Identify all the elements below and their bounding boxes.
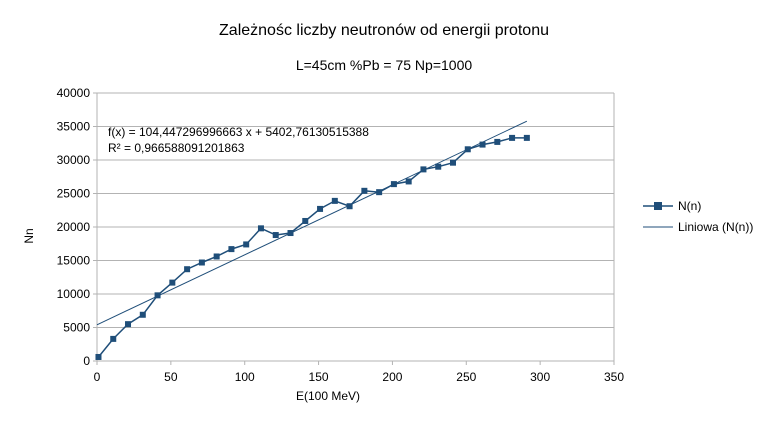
legend-series-label: N(n) — [678, 199, 701, 213]
y-tick-label: 40000 — [57, 86, 91, 100]
data-point — [420, 166, 427, 173]
y-tick-label: 0 — [83, 354, 90, 368]
data-point — [494, 138, 501, 145]
data-point — [449, 159, 456, 166]
data-point — [243, 241, 250, 248]
data-point — [154, 292, 161, 299]
legend-trendline-label: Liniowa (N(n)) — [678, 220, 753, 234]
y-tick-label: 30000 — [57, 153, 91, 167]
grid-lines — [97, 92, 614, 362]
data-point — [287, 230, 294, 237]
legend: N(n) Liniowa (N(n)) — [643, 199, 753, 234]
data-point — [435, 163, 442, 170]
x-axis-label: E(100 MeV) — [296, 389, 360, 403]
x-tick-label: 350 — [604, 370, 624, 384]
y-tick-label: 5000 — [63, 321, 90, 335]
data-point — [198, 259, 205, 266]
data-point — [169, 279, 176, 286]
x-tick-label: 150 — [309, 370, 329, 384]
series-line — [97, 137, 527, 358]
x-tick-label: 300 — [530, 370, 550, 384]
data-point — [110, 335, 117, 342]
data-point — [331, 197, 338, 204]
y-axis-label: Nn — [22, 228, 36, 243]
data-point — [361, 187, 368, 194]
x-tick-label: 100 — [235, 370, 255, 384]
data-point — [257, 225, 264, 232]
data-point — [228, 246, 235, 253]
data-point — [302, 217, 309, 224]
y-tick-label: 15000 — [57, 254, 91, 268]
data-point — [213, 253, 220, 260]
y-tick-label: 10000 — [57, 287, 91, 301]
series-layer — [95, 134, 530, 360]
x-tick-label: 50 — [164, 370, 178, 384]
data-point — [376, 189, 383, 196]
data-point — [479, 141, 486, 148]
y-tick-label: 35000 — [57, 120, 91, 134]
y-tick-label: 20000 — [57, 220, 91, 234]
x-tick-label: 200 — [382, 370, 402, 384]
trendline — [96, 120, 528, 326]
data-point — [405, 178, 412, 185]
x-tick-label: 0 — [94, 370, 101, 384]
data-point — [95, 353, 102, 360]
data-point — [317, 205, 324, 212]
data-point — [272, 232, 279, 239]
x-tick-label: 250 — [456, 370, 476, 384]
data-point — [509, 134, 516, 141]
data-point — [390, 181, 397, 188]
data-point — [346, 203, 353, 210]
data-point — [139, 311, 146, 318]
data-point — [523, 134, 530, 141]
trendline-r2: R² = 0,966588091201863 — [108, 141, 245, 155]
trendline-layer — [96, 120, 528, 326]
data-point — [184, 266, 191, 273]
y-tick-label: 25000 — [57, 187, 91, 201]
data-point — [125, 321, 132, 328]
data-point — [464, 146, 471, 153]
legend-series-marker — [654, 202, 662, 210]
chart-subtitle: L=45cm %Pb = 75 Np=1000 — [296, 57, 473, 73]
trendline-equation: f(x) = 104,447296996663 x + 5402,7613051… — [108, 125, 369, 139]
axes: 0 5000 10000 15000 20000 25000 30000 35000 40000… — [57, 86, 625, 384]
chart-title: Zależnośc liczby neutronów od energii pr… — [219, 22, 549, 39]
